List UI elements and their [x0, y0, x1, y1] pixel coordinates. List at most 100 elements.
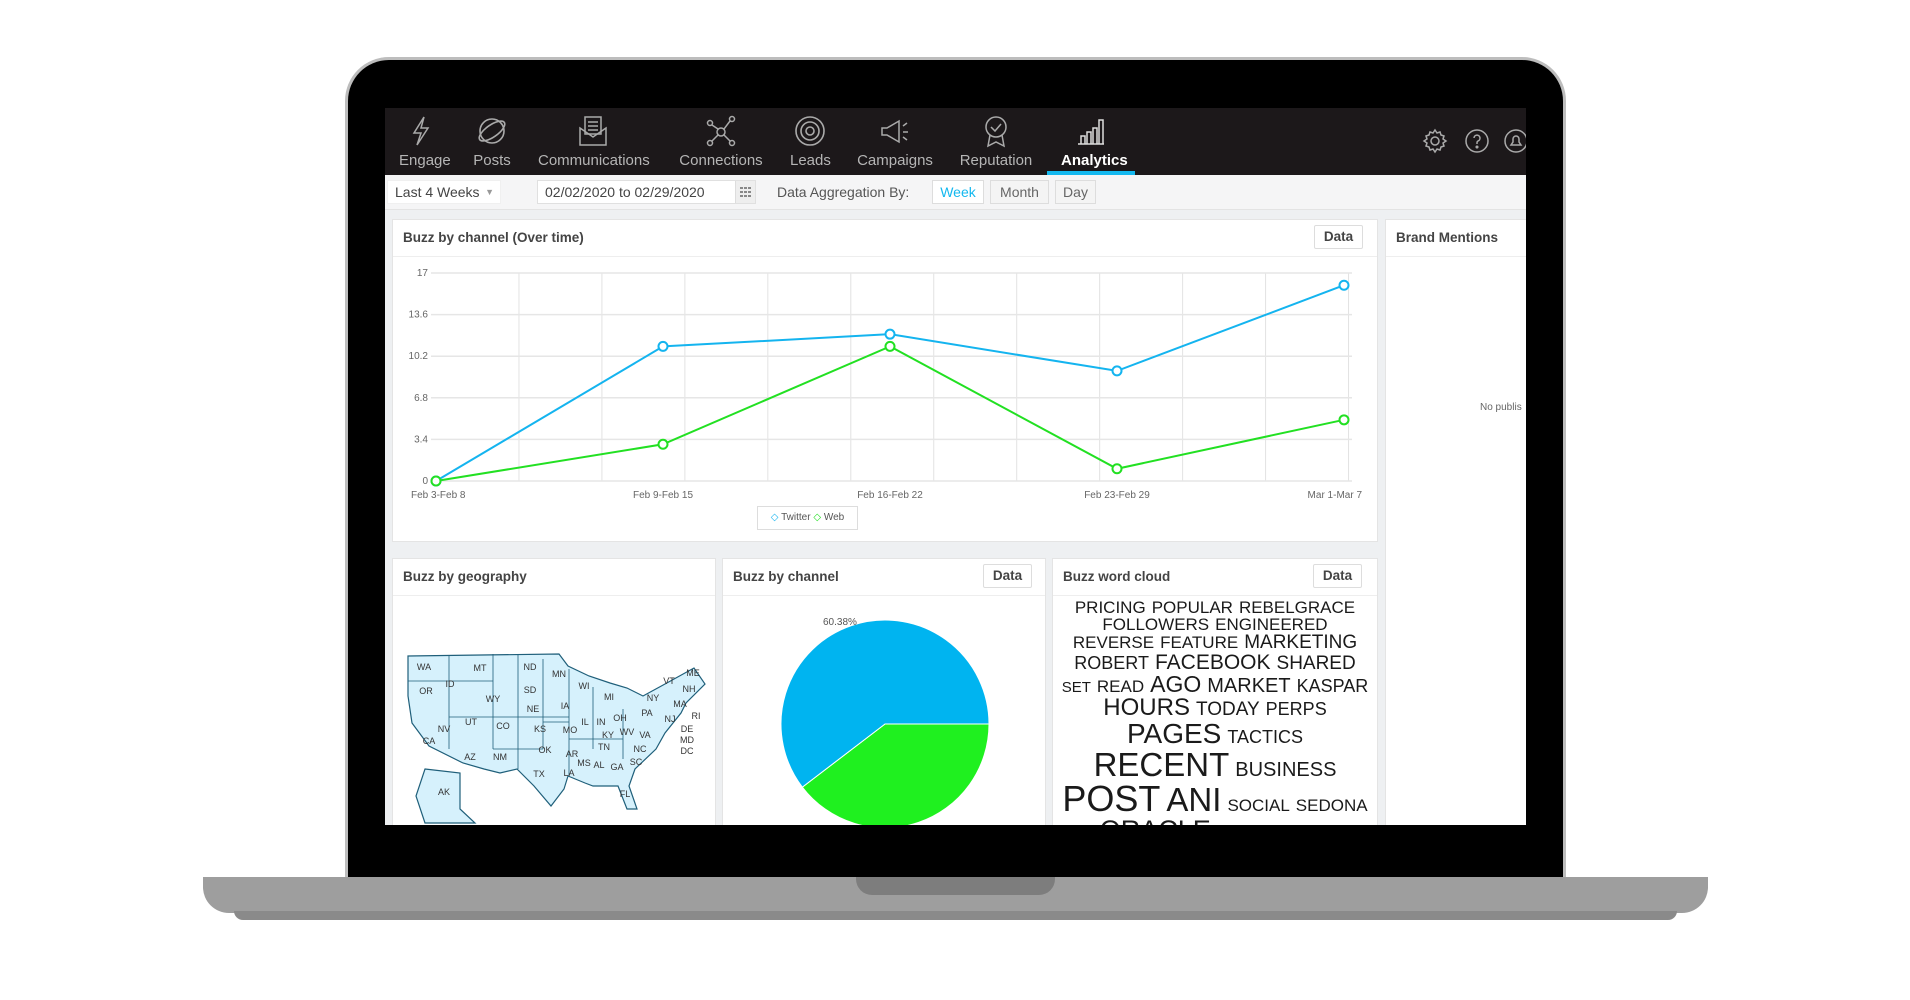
globe-icon: [478, 118, 506, 144]
word-cloud-word[interactable]: ENGINEERED: [1215, 615, 1328, 634]
aggregation-day-button[interactable]: Day: [1055, 180, 1096, 204]
gear-icon[interactable]: [1422, 128, 1448, 154]
pie-chart: [780, 619, 990, 825]
panel-title: Brand Mentions: [1396, 230, 1499, 245]
state-label: NY: [647, 693, 660, 703]
nav-posts[interactable]: Posts: [472, 108, 512, 175]
state-label: PA: [641, 708, 652, 718]
pie-slice-twitter[interactable]: [780, 619, 990, 788]
word-cloud-word[interactable]: TODAY: [1195, 699, 1260, 720]
word-cloud-word[interactable]: HOURS: [1103, 694, 1190, 721]
state-label: MA: [673, 699, 687, 709]
state-label: NJ: [665, 714, 676, 724]
word-cloud-word[interactable]: FACEBOOK: [1154, 651, 1271, 674]
word-cloud-word[interactable]: TACTICS: [1227, 727, 1304, 747]
envelope-icon: [579, 116, 607, 146]
word-cloud-word[interactable]: FEATURE: [1160, 633, 1239, 652]
alaska[interactable]: [415, 768, 477, 824]
pie-slice-web[interactable]: [801, 723, 990, 825]
data-point-twitter[interactable]: [1338, 279, 1350, 291]
data-point-web[interactable]: [1111, 463, 1123, 475]
data-point-web[interactable]: [657, 438, 669, 450]
buzz-word-cloud-panel: Buzz word cloud Data PRICING POPULAR REBEL…: [1052, 558, 1378, 825]
date-range-dropdown[interactable]: Last 4 Weeks ▼: [387, 180, 501, 204]
megaphone-icon: [881, 119, 908, 144]
state-label: OH: [613, 713, 627, 723]
dropdown-value: Last 4 Weeks: [395, 184, 480, 200]
word-cloud-word[interactable]: MARKETING: [1244, 632, 1358, 653]
help-icon[interactable]: [1464, 128, 1490, 154]
word-cloud-word[interactable]: POPULAR: [1151, 598, 1233, 617]
word-cloud-word[interactable]: PERPS: [1265, 699, 1327, 719]
word-cloud-word[interactable]: REBELGRACE: [1238, 598, 1356, 617]
calendar-icon[interactable]: [735, 181, 755, 203]
nav-campaigns[interactable]: Campaigns: [855, 108, 935, 175]
word-cloud-word[interactable]: FOLLOWERS: [1102, 615, 1210, 634]
data-point-twitter[interactable]: [884, 328, 896, 340]
state-label: NM: [493, 752, 507, 762]
state-label: FL: [620, 789, 631, 799]
lightning-icon: [412, 116, 430, 146]
nav-leads[interactable]: Leads: [790, 108, 831, 175]
panel-title: Buzz by channel: [733, 569, 839, 584]
us-map[interactable]: WA OR ID MT WY ND SD MN NE IA WI MI IL IN OH PA NY NV UT CO…: [393, 559, 716, 825]
divider: [1386, 256, 1526, 257]
state-label: DE: [681, 724, 694, 734]
word-cloud-word[interactable]: ROBERT: [1074, 653, 1149, 673]
word-cloud-word[interactable]: READ: [1096, 677, 1145, 696]
legend-twitter[interactable]: Twitter: [781, 512, 811, 523]
nav-label: Leads: [790, 152, 831, 169]
state-label: NH: [683, 684, 696, 694]
date-range-input[interactable]: 02/02/2020 to 02/29/2020: [537, 180, 756, 204]
data-point-web[interactable]: [884, 340, 896, 352]
data-button[interactable]: Data: [983, 564, 1032, 588]
state-label: NE: [527, 704, 540, 714]
laptop-notch: [856, 877, 1055, 895]
state-label: MD: [680, 735, 694, 745]
state-label: IN: [597, 717, 606, 727]
data-button[interactable]: Data: [1314, 225, 1363, 249]
state-label: VT: [663, 676, 675, 686]
state-label: ME: [686, 668, 700, 678]
word-cloud-word[interactable]: SET: [1061, 679, 1091, 696]
aggregation-week-button[interactable]: Week: [932, 180, 984, 204]
word-cloud-word[interactable]: PRICING: [1074, 598, 1146, 617]
state-label: MI: [604, 692, 614, 702]
aggregation-month-button[interactable]: Month: [990, 180, 1049, 204]
state-label: MO: [563, 725, 578, 735]
data-point-web[interactable]: [1338, 414, 1350, 426]
word-cloud-word[interactable]: MARKET: [1207, 675, 1291, 697]
word-cloud-word[interactable]: RECENT: [1093, 746, 1230, 783]
nav-reputation[interactable]: Reputation: [955, 108, 1037, 175]
word-cloud-word[interactable]: AGO: [1150, 671, 1202, 697]
state-label: RI: [692, 711, 701, 721]
word-cloud-word[interactable]: SHARED: [1276, 653, 1356, 674]
divider: [723, 595, 1045, 596]
word-cloud-word[interactable]: REVERSE: [1072, 633, 1155, 652]
series-line-web: [435, 345, 1345, 482]
nav-connections[interactable]: Connections: [676, 108, 766, 175]
word-cloud-word[interactable]: ANI: [1166, 781, 1222, 818]
word-cloud-word[interactable]: KASPAR: [1296, 676, 1369, 696]
word-cloud-word[interactable]: POST: [1062, 778, 1161, 819]
data-point-web[interactable]: [430, 475, 442, 487]
data-button[interactable]: Data: [1313, 564, 1362, 588]
word-cloud-word[interactable]: PAGES: [1126, 718, 1222, 749]
nav-analytics[interactable]: Analytics: [1047, 108, 1135, 175]
filter-bar: Last 4 Weeks ▼ 02/02/2020 to 02/29/2020 D…: [385, 175, 1526, 210]
data-point-twitter[interactable]: [657, 340, 669, 352]
word-cloud-word[interactable]: SOCIAL: [1227, 796, 1290, 815]
bell-icon[interactable]: [1503, 128, 1526, 154]
word-cloud-word[interactable]: SEDONA: [1295, 796, 1368, 815]
data-point-twitter[interactable]: [1111, 365, 1123, 377]
nav-label: Communications: [538, 152, 650, 169]
state-label: KY: [602, 730, 614, 740]
y-tick-label: 13.6: [409, 310, 429, 321]
word-cloud-word[interactable]: BUSINESS: [1235, 759, 1337, 781]
top-nav: Engage Posts Communications Connections …: [385, 108, 1526, 175]
legend-web[interactable]: Web: [823, 512, 845, 523]
us-mainland[interactable]: [407, 653, 706, 810]
word-cloud-word[interactable]: ORACLE: [1100, 817, 1211, 826]
nav-communications[interactable]: Communications: [538, 108, 650, 175]
nav-engage[interactable]: Engage: [399, 108, 451, 175]
